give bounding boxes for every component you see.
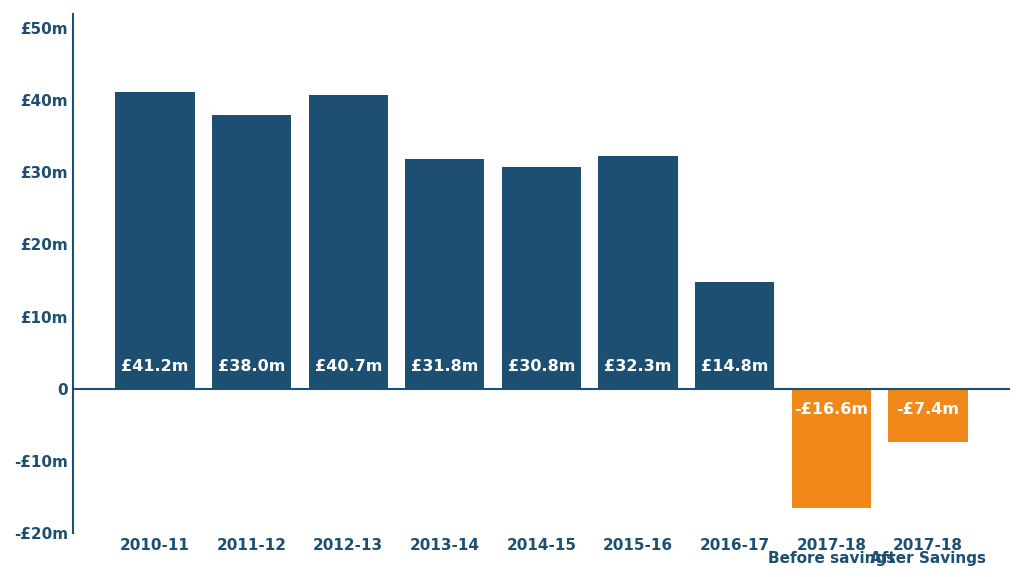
Bar: [406, 159, 484, 388]
Bar: [502, 167, 581, 388]
Bar: [888, 388, 968, 442]
Text: After Savings: After Savings: [870, 550, 986, 565]
Text: £14.8m: £14.8m: [701, 359, 768, 374]
Bar: [598, 156, 678, 388]
Bar: [695, 282, 774, 388]
Text: £38.0m: £38.0m: [218, 359, 286, 374]
Text: £30.8m: £30.8m: [508, 359, 575, 374]
Text: £32.3m: £32.3m: [604, 359, 672, 374]
Text: £41.2m: £41.2m: [122, 359, 188, 374]
Bar: [212, 115, 291, 388]
Bar: [116, 92, 195, 388]
Text: £31.8m: £31.8m: [412, 359, 478, 374]
Bar: [308, 95, 388, 388]
Text: Before savings: Before savings: [768, 550, 895, 565]
Bar: [792, 388, 870, 508]
Text: -£16.6m: -£16.6m: [795, 402, 868, 417]
Text: £40.7m: £40.7m: [314, 359, 382, 374]
Text: -£7.4m: -£7.4m: [896, 402, 959, 417]
